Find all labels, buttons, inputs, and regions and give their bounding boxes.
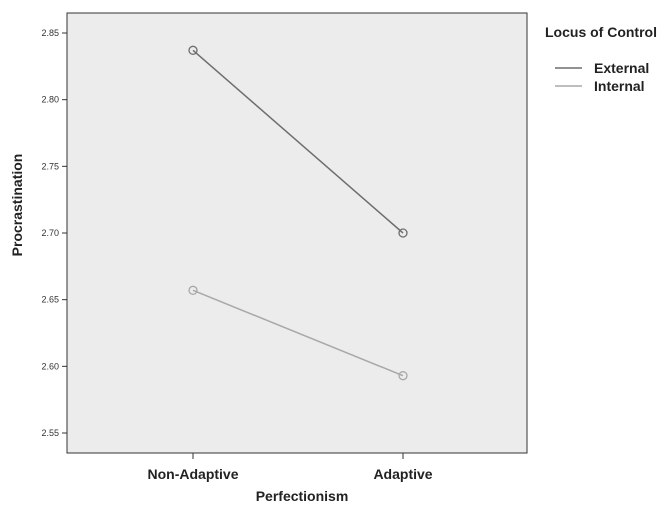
legend-label-external: External: [594, 60, 649, 76]
legend-title: Locus of Control: [545, 24, 657, 40]
y-tick-label: 2.55: [41, 428, 59, 438]
y-tick-label: 2.80: [41, 95, 59, 105]
series-line-external: [192, 49, 404, 234]
x-category-label: Adaptive: [373, 466, 432, 482]
plot-area: [66, 12, 528, 454]
y-tick-label: 2.75: [41, 161, 59, 171]
series-lines: [192, 49, 404, 377]
x-axis-title: Perfectionism: [256, 488, 349, 504]
x-category-label: Non-Adaptive: [148, 466, 239, 482]
data-point-external: [188, 45, 198, 55]
y-tick-label: 2.85: [41, 28, 59, 38]
x-axis: Non-Adaptive Adaptive: [148, 453, 433, 482]
y-tick-label: 2.60: [41, 361, 59, 371]
y-axis: 2.55 2.60 2.65 2.70 2.75 2.80 2.85: [41, 28, 67, 438]
series-line-internal: [192, 289, 404, 377]
legend-label-internal: Internal: [594, 78, 645, 94]
series-points: [188, 45, 408, 381]
y-tick-label: 2.70: [41, 228, 59, 238]
data-point-internal: [398, 371, 408, 381]
legend: Locus of Control External Internal: [545, 24, 657, 94]
y-tick-label: 2.65: [41, 295, 59, 305]
data-point-external: [398, 228, 408, 238]
y-axis-title: Procrastination: [9, 154, 25, 257]
data-point-internal: [188, 285, 198, 295]
